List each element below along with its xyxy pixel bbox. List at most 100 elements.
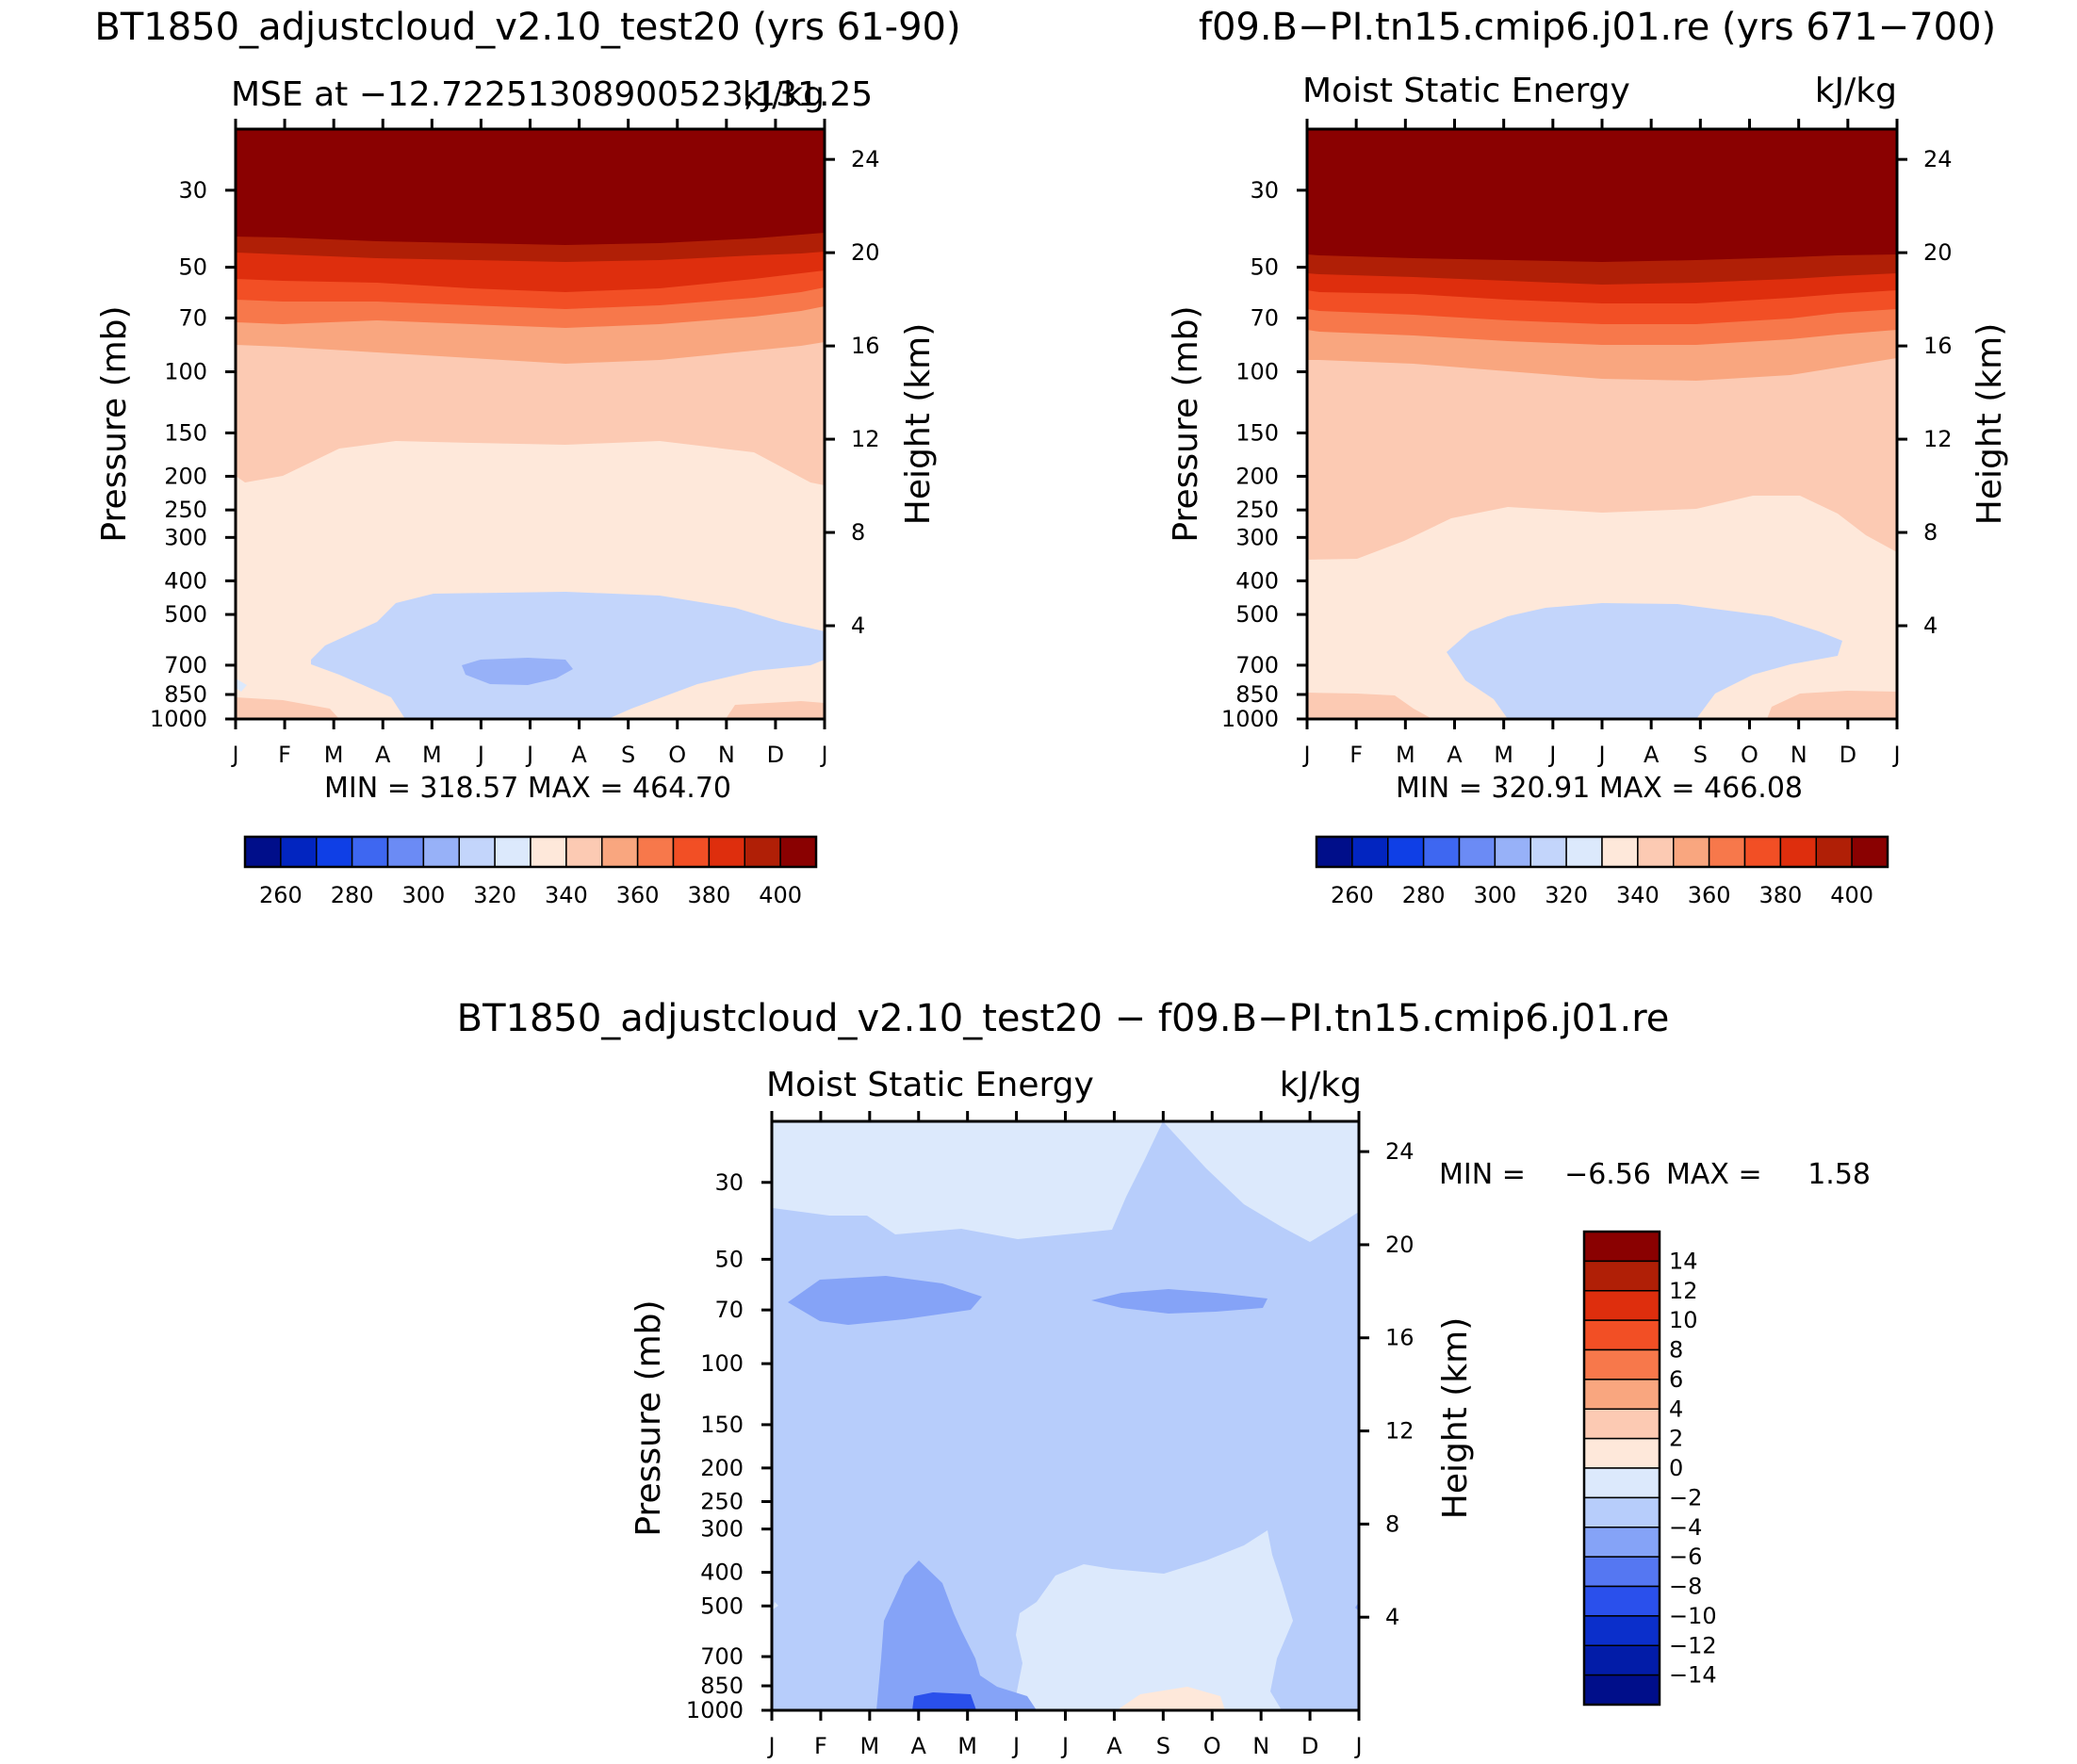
panel3-band-minus2-0-surface (1013, 1530, 1293, 1710)
panel1-band-320-330 (311, 592, 825, 719)
p3-ytick-label: 400 (700, 1560, 744, 1586)
p3-xtick-label: J (1011, 1733, 1020, 1759)
p2-colorbar-label: 300 (1473, 882, 1516, 908)
p1-colorbar-swatch (636, 836, 675, 868)
p1-colorbar-swatch (316, 836, 353, 868)
p3-xtick-label: F (814, 1733, 827, 1759)
p3-ytick-label: 150 (700, 1412, 744, 1438)
p2-ytick-label: 100 (1235, 359, 1279, 385)
panel3-max-value: 1.58 (1807, 1158, 1871, 1191)
panel2-subtitle-right: kJ/kg (1815, 72, 1897, 110)
panel-control-run: BT1850_adjustcloud_v2.10_test20 (yrs 61-… (94, 6, 960, 908)
p2-xtick-label: J (1891, 742, 1900, 768)
p1-colorbar-swatch (244, 836, 282, 868)
p3-colorbar-label: −14 (1669, 1662, 1717, 1689)
p2-colorbar-swatch (1387, 836, 1425, 868)
p2-xtick-label: A (1644, 742, 1660, 768)
p2-ytick-label: 850 (1235, 681, 1279, 708)
p1-ytick-label: 100 (164, 359, 207, 385)
p3-xtick-label: M (859, 1733, 879, 1759)
panel1-surface-warm-right (726, 701, 825, 719)
p2-colorbar-swatch (1529, 836, 1567, 868)
p3-colorbar-label: 10 (1669, 1307, 1698, 1333)
p1-xtick-label: J (525, 742, 533, 768)
p3-xtick-label: S (1156, 1733, 1170, 1759)
p2-colorbar-label: 260 (1331, 882, 1374, 908)
p1-colorbar-swatch (351, 836, 389, 868)
p2-colorbar-swatch (1565, 836, 1603, 868)
panel1-subtitle-right: kJ/kg (743, 75, 825, 114)
p1-ytick-label: 70 (178, 304, 207, 331)
p2-colorbar-label: 340 (1616, 882, 1660, 908)
p2-xtick-label: N (1791, 742, 1807, 768)
p3-colorbar-swatch (1583, 1379, 1660, 1410)
panel3-tiny-patch-left (773, 1602, 778, 1609)
p2-xtick-label: M (1494, 742, 1513, 768)
p1-colorbar-label: 320 (473, 882, 516, 908)
panel2-surface-warm-left (1307, 693, 1432, 719)
panel2-band-above-400 (1307, 129, 1897, 262)
p1-ytick-label: 1000 (150, 706, 207, 732)
p1-height-tick-label: 8 (851, 519, 865, 546)
panel-difference: BT1850_adjustcloud_v2.10_test20 − f09.B−… (457, 997, 1871, 1759)
p1-colorbar-swatch (779, 836, 817, 868)
p2-colorbar-swatch (1708, 836, 1746, 868)
p2-xtick-label: J (1547, 742, 1556, 768)
p3-colorbar-swatch (1583, 1674, 1660, 1706)
p1-colorbar-label: 280 (331, 882, 374, 908)
p3-colorbar-label: −8 (1669, 1574, 1702, 1600)
p2-colorbar-swatch (1458, 836, 1496, 868)
panel2-subtitle-left: Moist Static Energy (1302, 72, 1630, 110)
p1-colorbar-label: 380 (687, 882, 730, 908)
p2-xtick-label: J (1596, 742, 1605, 768)
panel3-subtitle-right: kJ/kg (1280, 1066, 1362, 1104)
p2-colorbar-label: 280 (1402, 882, 1446, 908)
p3-colorbar-label: 0 (1669, 1455, 1683, 1481)
p3-colorbar-label: 8 (1669, 1337, 1683, 1364)
p2-height-tick-label: 4 (1923, 612, 1938, 639)
p3-colorbar-swatch (1583, 1319, 1660, 1351)
p2-colorbar-label: 400 (1830, 882, 1873, 908)
panel3-band-minus6-minus4-surface (876, 1560, 1037, 1710)
panel3-colorbar: 14 12 10 86 4 2 0 −2 −4 −6 −8 −10 −12 −14 (1582, 1230, 1717, 1707)
p3-xtick-label: J (1353, 1733, 1362, 1759)
p1-height-tick-label: 16 (851, 333, 880, 359)
p3-colorbar-label: −12 (1669, 1632, 1717, 1658)
p1-ytick-label: 500 (164, 601, 207, 628)
p2-xtick-label: O (1741, 742, 1758, 768)
p3-ytick-label: 300 (700, 1516, 744, 1543)
panel1-band-310-320 (462, 658, 573, 685)
p2-xtick-label: F (1349, 742, 1363, 768)
p1-colorbar-swatch (280, 836, 318, 868)
p1-xtick-label: N (718, 742, 735, 768)
panel3-height-axis: 24 20 16 12 8 4 (1359, 1138, 1415, 1630)
panel1-subtitle-left: MSE at −12.72251308900523,131.25 (231, 75, 873, 114)
p3-colorbar-swatch (1583, 1615, 1660, 1646)
p3-ytick-label: 50 (714, 1246, 744, 1272)
p2-ytick-label: 200 (1235, 463, 1279, 489)
p1-colorbar-label: 360 (616, 882, 660, 908)
p2-colorbar-frame (1315, 835, 1889, 869)
panel3-contour-fill (772, 1121, 1359, 1710)
p2-colorbar-swatch (1743, 836, 1782, 868)
p3-xtick-label: J (1060, 1733, 1069, 1759)
p3-ytick-label: 30 (714, 1169, 744, 1196)
panel3-title: BT1850_adjustcloud_v2.10_test20 − f09.B−… (457, 997, 1670, 1040)
p3-colorbar-label: 12 (1669, 1278, 1698, 1304)
p3-colorbar-swatch (1583, 1527, 1660, 1558)
panel1-colorbar: 260 280 300 320 340 360 380 400 (243, 835, 818, 908)
p1-xtick-label: M (324, 742, 344, 768)
p1-colorbar-swatch (458, 836, 496, 868)
p3-ytick-label: 70 (714, 1297, 744, 1323)
p2-ytick-label: 400 (1235, 567, 1279, 594)
panel1-ylabel: Pressure (mb) (95, 305, 134, 542)
p2-height-tick-label: 8 (1923, 519, 1938, 546)
p3-ytick-label: 700 (700, 1643, 744, 1670)
p2-colorbar-label: 380 (1758, 882, 1802, 908)
p2-colorbar-swatch (1422, 836, 1461, 868)
panel1-surface-warm-left (236, 697, 339, 719)
panel-reference-run: f09.B−PI.tn15.cmip6.j01.re (yrs 671−700)… (1167, 6, 2009, 908)
p3-colorbar-frame (1582, 1230, 1661, 1707)
